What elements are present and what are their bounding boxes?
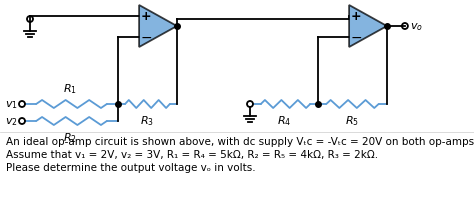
Text: Assume that v₁ = 2V, v₂ = 3V, R₁ = R₄ = 5kΩ, R₂ = R₅ = 4kΩ, R₃ = 2kΩ.: Assume that v₁ = 2V, v₂ = 3V, R₁ = R₄ = … [6,149,378,159]
Text: $v_1$: $v_1$ [5,99,18,110]
Polygon shape [139,6,177,48]
Text: $R_5$: $R_5$ [346,113,359,127]
Text: +: + [141,10,151,23]
Text: An ideal op-amp circuit is shown above, with dc supply Vₜc = -Vₜc = 20V on both : An ideal op-amp circuit is shown above, … [6,136,474,146]
Text: −: − [350,30,362,44]
Text: Please determine the output voltage vₒ in volts.: Please determine the output voltage vₒ i… [6,162,255,172]
Text: $R_4$: $R_4$ [277,113,291,127]
Text: −: − [140,30,152,44]
Text: $R_1$: $R_1$ [63,82,77,95]
Text: $R_3$: $R_3$ [140,113,155,127]
Text: $R_2$: $R_2$ [63,130,77,144]
Text: $v_o$: $v_o$ [410,21,423,33]
Text: +: + [351,10,361,23]
Text: $v_2$: $v_2$ [5,115,18,127]
Polygon shape [349,6,387,48]
